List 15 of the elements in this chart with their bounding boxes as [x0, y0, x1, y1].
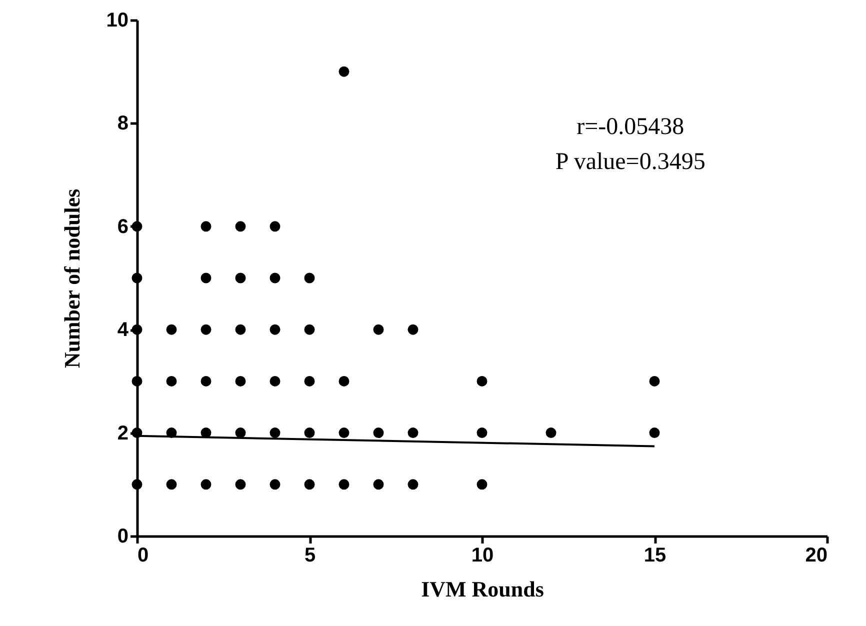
annotation: P value=0.3495: [555, 148, 706, 175]
x-tick-label: 0: [138, 544, 149, 566]
x-tick-label: 15: [644, 544, 666, 566]
x-tick-label: 5: [304, 544, 316, 566]
y-tick-label: 2: [117, 422, 128, 444]
y-tick-label: 10: [106, 10, 128, 32]
y-axis-title: Number of nodules: [59, 188, 84, 368]
y-tick-label: 4: [117, 319, 130, 342]
x-tick-label: 20: [805, 544, 828, 566]
x-axis-title: IVM Rounds: [421, 576, 544, 602]
annotation: r=-0.05438: [576, 114, 684, 140]
x-tick-label: 10: [471, 544, 494, 566]
y-tick-label: 8: [117, 112, 128, 135]
y-tick-label: 0: [117, 526, 128, 548]
y-tick-label: 6: [117, 216, 128, 238]
